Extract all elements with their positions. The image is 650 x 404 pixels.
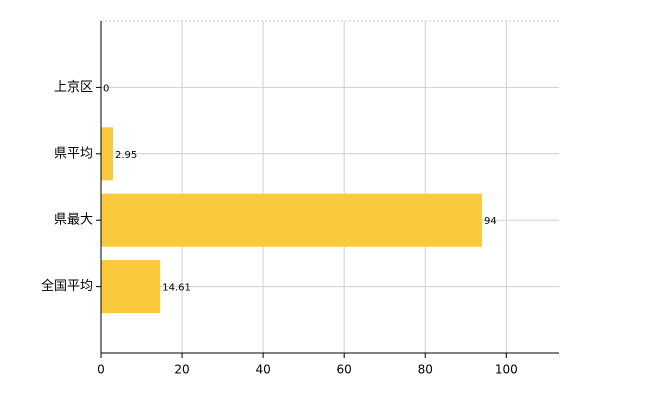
- x-tick-label: 100: [495, 363, 518, 377]
- bar: [101, 193, 482, 247]
- x-tick-label: 0: [97, 363, 105, 377]
- bar: [101, 127, 113, 181]
- y-tick-label: 県最大: [54, 213, 93, 228]
- y-tick-label: 県平均: [54, 146, 93, 161]
- y-tick-label: 上京区: [54, 80, 93, 95]
- y-tick-label: 全国平均: [41, 278, 93, 294]
- x-tick-label: 40: [255, 363, 270, 377]
- x-tick-label: 60: [337, 363, 352, 377]
- value-label: 14.61: [162, 283, 191, 294]
- x-tick-label: 80: [418, 363, 433, 377]
- x-tick-label: 20: [174, 363, 189, 377]
- value-label: 0: [103, 83, 109, 94]
- bar: [101, 260, 161, 314]
- value-label: 2.95: [115, 150, 137, 161]
- value-label: 94: [484, 216, 497, 227]
